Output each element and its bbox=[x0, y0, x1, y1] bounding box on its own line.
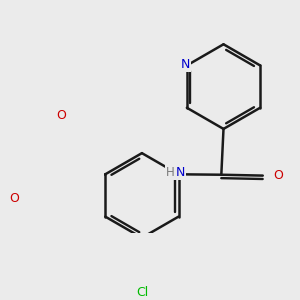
Text: O: O bbox=[9, 192, 19, 205]
Text: H: H bbox=[166, 166, 175, 178]
Text: N: N bbox=[176, 166, 185, 178]
Text: Cl: Cl bbox=[136, 286, 148, 299]
Text: N: N bbox=[181, 58, 190, 71]
Text: O: O bbox=[56, 109, 66, 122]
Text: O: O bbox=[273, 169, 283, 182]
